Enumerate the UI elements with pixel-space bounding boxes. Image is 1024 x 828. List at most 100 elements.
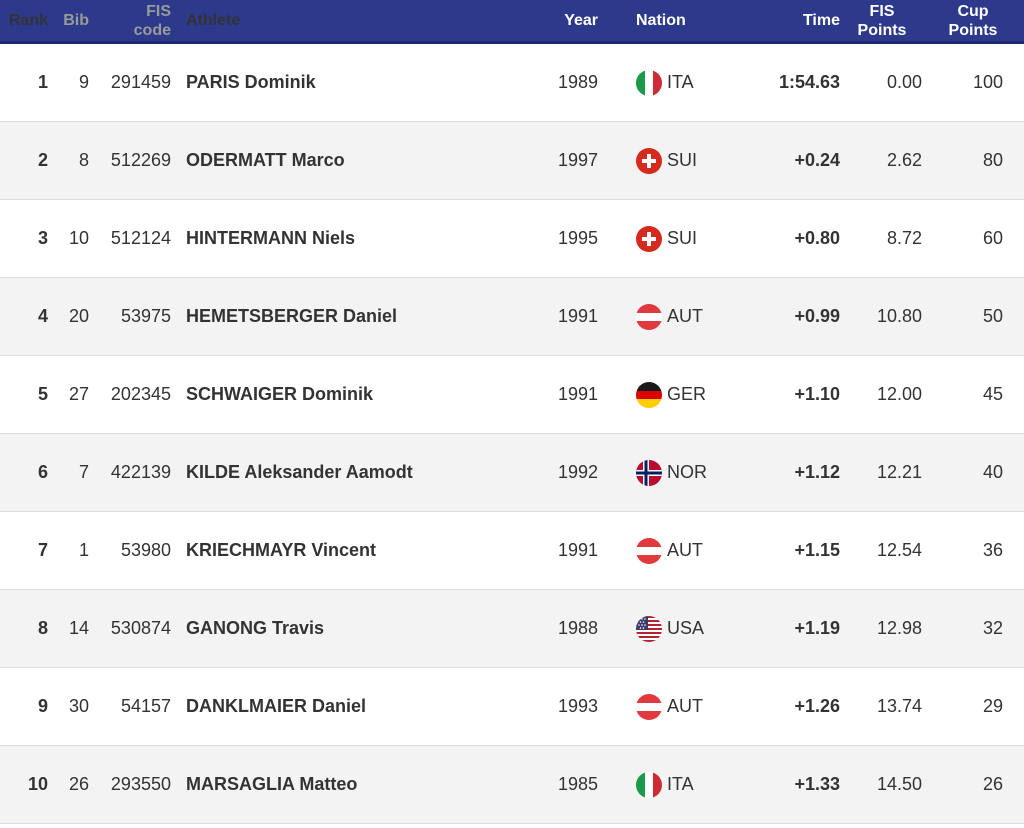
header-fis-points[interactable]: FIS Points <box>842 0 922 41</box>
nation-cell: GER <box>636 356 706 433</box>
nor-flag-icon <box>636 459 662 486</box>
rank-cell: 10 <box>27 774 48 794</box>
fis-points-cell: 2.62 <box>886 150 922 170</box>
bib-cell: 1 <box>78 540 89 560</box>
fis-points-cell: 13.74 <box>876 696 922 716</box>
nation-cell: ITA <box>636 44 694 121</box>
rank-cell: 8 <box>37 618 48 638</box>
rank-cell: 6 <box>37 462 48 482</box>
athlete-name-link[interactable]: ODERMATT Marco <box>186 150 345 170</box>
ita-flag-icon <box>636 69 662 96</box>
cup-points-cell: 80 <box>982 150 1003 170</box>
header-cup-points[interactable]: Cup Points <box>943 0 1003 41</box>
aut-flag-icon <box>636 303 662 330</box>
fis-code-cell: 512124 <box>110 228 171 248</box>
cup-points-cell: 60 <box>982 228 1003 248</box>
fis-code-cell: 202345 <box>110 384 171 404</box>
header-cup-points-line1: Cup <box>957 2 989 20</box>
time-cell: +0.80 <box>794 228 840 248</box>
fis-code-cell: 512269 <box>110 150 171 170</box>
year-cell: 1992 <box>557 462 598 482</box>
time-cell: +1.33 <box>794 774 840 794</box>
table-row[interactable]: 5 27 202345 SCHWAIGER Dominik 1991 GER +1.10 12… <box>0 356 1024 434</box>
cup-points-cell: 36 <box>982 540 1003 560</box>
athlete-name-link[interactable]: GANONG Travis <box>186 618 325 638</box>
bib-cell: 26 <box>68 774 89 794</box>
fis-code-cell: 422139 <box>110 462 171 482</box>
cup-points-cell: 29 <box>982 696 1003 716</box>
header-bib[interactable]: Bib <box>63 12 89 29</box>
header-fis-points-line1: FIS <box>869 2 895 20</box>
header-fis-code[interactable]: FIS code <box>91 0 171 41</box>
fis-code-cell: 53975 <box>120 306 171 326</box>
table-row[interactable]: 9 30 54157 DANKLMAIER Daniel 1993 AUT +1.26 13.… <box>0 668 1024 746</box>
table-row[interactable]: 6 7 422139 KILDE Aleksander Aamodt 1992 NOR +1… <box>0 434 1024 512</box>
header-athlete[interactable]: Athlete <box>186 12 241 29</box>
table-body: 1 9 291459 PARIS Dominik 1989 ITA 1:54.63 0.00 1… <box>0 44 1024 824</box>
athlete-name-link[interactable]: PARIS Dominik <box>186 72 316 92</box>
bib-cell: 8 <box>78 150 89 170</box>
header-nation[interactable]: Nation <box>636 12 686 29</box>
athlete-name-link[interactable]: MARSAGLIA Matteo <box>186 774 358 794</box>
cup-points-cell: 26 <box>982 774 1003 794</box>
usa-flag-icon <box>636 615 662 642</box>
rank-cell: 1 <box>37 72 48 92</box>
year-cell: 1991 <box>557 306 598 326</box>
bib-cell: 14 <box>68 618 89 638</box>
athlete-name-link[interactable]: HINTERMANN Niels <box>186 228 356 248</box>
bib-cell: 27 <box>68 384 89 404</box>
table-row[interactable]: 10 26 293550 MARSAGLIA Matteo 1985 ITA +1.33 14… <box>0 746 1024 824</box>
table-row[interactable]: 1 9 291459 PARIS Dominik 1989 ITA 1:54.63 0.00 1… <box>0 44 1024 122</box>
nation-code: AUT <box>667 540 703 560</box>
year-cell: 1993 <box>557 696 598 716</box>
year-cell: 1991 <box>557 384 598 404</box>
rank-cell: 2 <box>37 150 48 170</box>
fis-points-cell: 0.00 <box>886 72 922 92</box>
time-cell: +1.26 <box>794 696 840 716</box>
fis-points-cell: 12.54 <box>876 540 922 560</box>
year-cell: 1995 <box>557 228 598 248</box>
table-row[interactable]: 8 14 530874 GANONG Travis 1988 USA +1.19 12.98 3… <box>0 590 1024 668</box>
year-cell: 1991 <box>557 540 598 560</box>
sui-flag-icon <box>636 225 662 252</box>
time-cell: +0.99 <box>794 306 840 326</box>
nation-cell: AUT <box>636 278 703 355</box>
table-row[interactable]: 3 10 512124 HINTERMANN Niels 1995 SUI +0.80 8.7… <box>0 200 1024 278</box>
table-header: Rank Bib FIS code Athlete Year Nation Ti… <box>0 0 1024 44</box>
bib-cell: 10 <box>68 228 89 248</box>
nation-cell: SUI <box>636 122 697 199</box>
table-row[interactable]: 4 20 53975 HEMETSBERGER Daniel 1991 AUT +0.99 1… <box>0 278 1024 356</box>
fis-points-cell: 14.50 <box>876 774 922 794</box>
table-row[interactable]: 7 1 53980 KRIECHMAYR Vincent 1991 AUT +1.15 12.… <box>0 512 1024 590</box>
bib-cell: 20 <box>68 306 89 326</box>
header-year[interactable]: Year <box>564 12 598 29</box>
nation-cell: AUT <box>636 668 703 745</box>
athlete-name-link[interactable]: KRIECHMAYR Vincent <box>186 540 377 560</box>
aut-flag-icon <box>636 537 662 564</box>
nation-cell: AUT <box>636 512 703 589</box>
nation-code: ITA <box>667 72 694 92</box>
time-cell: +1.10 <box>794 384 840 404</box>
fis-code-cell: 54157 <box>120 696 171 716</box>
nation-code: ITA <box>667 774 694 794</box>
athlete-name-link[interactable]: SCHWAIGER Dominik <box>186 384 374 404</box>
rank-cell: 5 <box>37 384 48 404</box>
nation-code: USA <box>667 618 705 638</box>
athlete-name-link[interactable]: DANKLMAIER Daniel <box>186 696 367 716</box>
header-fis-code-line2: code <box>133 21 171 39</box>
time-cell: +0.24 <box>794 150 840 170</box>
table-row[interactable]: 2 8 512269 ODERMATT Marco 1997 SUI +0.24 2.62 80 <box>0 122 1024 200</box>
header-fis-points-line2: Points <box>857 21 907 39</box>
time-cell: +1.15 <box>794 540 840 560</box>
athlete-name-link[interactable]: KILDE Aleksander Aamodt <box>186 462 413 482</box>
rank-cell: 7 <box>37 540 48 560</box>
cup-points-cell: 100 <box>972 72 1003 92</box>
fis-points-cell: 12.98 <box>876 618 922 638</box>
athlete-name-link[interactable]: HEMETSBERGER Daniel <box>186 306 398 326</box>
header-fis-code-line1: FIS <box>146 2 171 20</box>
header-time[interactable]: Time <box>802 12 840 29</box>
header-cup-points-line2: Points <box>948 21 998 39</box>
year-cell: 1988 <box>557 618 598 638</box>
header-rank[interactable]: Rank <box>8 12 48 29</box>
